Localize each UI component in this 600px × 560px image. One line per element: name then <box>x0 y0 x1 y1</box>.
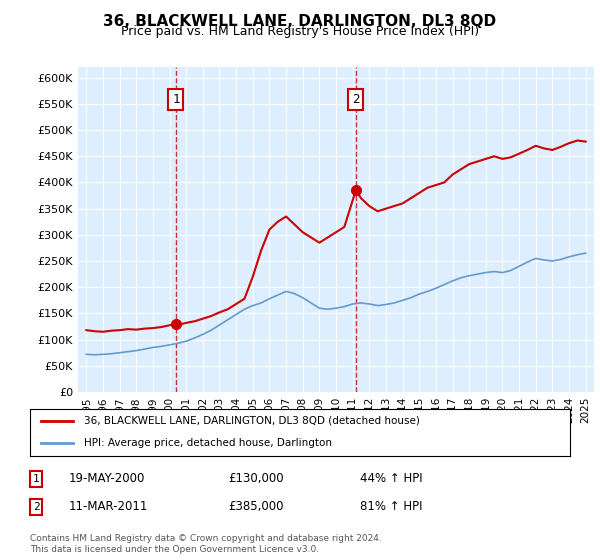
Text: 44% ↑ HPI: 44% ↑ HPI <box>360 472 422 486</box>
Text: Price paid vs. HM Land Registry's House Price Index (HPI): Price paid vs. HM Land Registry's House … <box>121 25 479 38</box>
Text: 1: 1 <box>172 93 179 106</box>
Text: 36, BLACKWELL LANE, DARLINGTON, DL3 8QD (detached house): 36, BLACKWELL LANE, DARLINGTON, DL3 8QD … <box>84 416 420 426</box>
Text: HPI: Average price, detached house, Darlington: HPI: Average price, detached house, Darl… <box>84 438 332 448</box>
Text: This data is licensed under the Open Government Licence v3.0.: This data is licensed under the Open Gov… <box>30 545 319 554</box>
Text: 1: 1 <box>32 474 40 484</box>
Text: Contains HM Land Registry data © Crown copyright and database right 2024.: Contains HM Land Registry data © Crown c… <box>30 534 382 543</box>
Text: 11-MAR-2011: 11-MAR-2011 <box>69 500 148 514</box>
Text: £385,000: £385,000 <box>228 500 284 514</box>
Text: 81% ↑ HPI: 81% ↑ HPI <box>360 500 422 514</box>
Text: £130,000: £130,000 <box>228 472 284 486</box>
Text: 2: 2 <box>352 93 359 106</box>
Text: 2: 2 <box>32 502 40 512</box>
Text: 19-MAY-2000: 19-MAY-2000 <box>69 472 145 486</box>
Text: 36, BLACKWELL LANE, DARLINGTON, DL3 8QD: 36, BLACKWELL LANE, DARLINGTON, DL3 8QD <box>103 14 497 29</box>
